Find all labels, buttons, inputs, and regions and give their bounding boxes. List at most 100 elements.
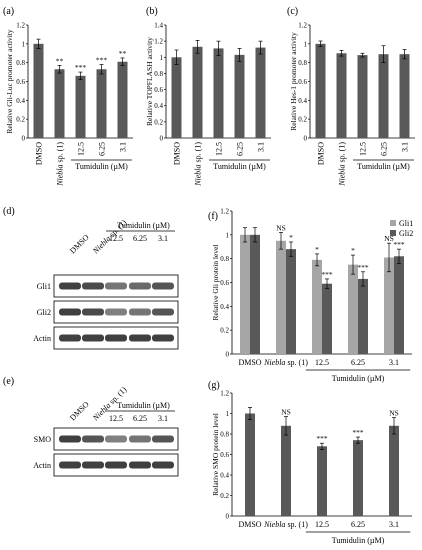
- y-tick-label: 0.2: [298, 116, 307, 124]
- panel-label-a: (a): [3, 6, 14, 17]
- blot-band: [129, 282, 151, 290]
- y-tick-label: 1.2: [220, 390, 229, 398]
- y-tick-label: 1.2: [298, 22, 307, 30]
- blot-band: [105, 334, 127, 342]
- y-tick-label: 0.8: [220, 431, 229, 439]
- bar: [117, 61, 128, 138]
- x-tick-label-niebla: Niebla sp. (1): [263, 520, 308, 529]
- y-tick-label: 1.2: [154, 38, 163, 46]
- blot-lane-label-dmso: DMSO: [68, 400, 91, 423]
- y-tick-label: 0.6: [298, 78, 307, 86]
- tumidulin-label: Tumidulin (µM): [332, 536, 385, 545]
- blot-band: [59, 308, 81, 316]
- legend-label: Gli2: [399, 229, 413, 238]
- blot-tumidulin-label: Tumidulin (µM): [117, 221, 170, 230]
- bar: [312, 259, 322, 354]
- y-tick-label: 0.8: [220, 255, 229, 263]
- y-tick-label: 0.4: [298, 97, 307, 105]
- y-tick-label: 0: [226, 513, 230, 521]
- x-tick-label-dmso: DMSO: [35, 142, 44, 165]
- bar: [192, 46, 203, 138]
- blot-band: [59, 334, 81, 342]
- x-tick-label-dmso: DMSO: [317, 142, 326, 165]
- bar: [348, 264, 358, 354]
- significance-label: NS: [384, 234, 394, 243]
- significance-label: ***: [75, 63, 87, 72]
- legend-swatch: [390, 220, 396, 226]
- y-tick-label: 0: [304, 135, 308, 143]
- y-tick-label: 0.8: [16, 59, 25, 67]
- y-tick-label: 0.6: [220, 279, 229, 287]
- blot-dose-label: 12.5: [109, 414, 123, 423]
- y-tick-label: 1: [226, 410, 230, 418]
- x-tick-label-dose: 12.5: [77, 142, 86, 156]
- blot-band: [129, 308, 151, 316]
- y-tick-label: 0.6: [154, 86, 163, 94]
- panel-label-g: (g): [208, 380, 220, 391]
- blot-band: [82, 308, 104, 316]
- significance-label: ***: [321, 270, 333, 279]
- bar: [286, 249, 296, 354]
- bar: [389, 425, 399, 516]
- panel-label-b: (b): [146, 6, 158, 17]
- panel-label-e: (e): [3, 376, 14, 387]
- tumidulin-label: Tumidulin (µM): [213, 162, 266, 171]
- significance-label: ***: [393, 240, 405, 249]
- y-tick-label: 0.2: [154, 118, 163, 126]
- bar: [276, 240, 286, 354]
- x-tick-label-dose: 12.5: [315, 358, 329, 367]
- x-tick-label-dmso: DMSO: [238, 358, 261, 367]
- bar: [240, 234, 250, 354]
- significance-label: ***: [352, 428, 364, 437]
- bar: [96, 69, 107, 138]
- y-axis-label: Relative Hes-1 promoter activity: [289, 32, 298, 131]
- y-axis-label: Relative SMO protein level: [211, 413, 220, 496]
- blot-lane-label-dmso: DMSO: [68, 233, 91, 256]
- y-tick-label: 0.2: [220, 327, 229, 335]
- x-tick-label-niebla: Niebla sp. (1): [56, 142, 65, 187]
- blot-band: [105, 308, 127, 316]
- x-tick-label-dose: 12.5: [215, 142, 224, 156]
- y-tick-label: 0.2: [16, 116, 25, 124]
- bar: [399, 54, 410, 138]
- y-tick-label: 0.8: [154, 70, 163, 78]
- significance-label: NS: [389, 409, 399, 418]
- significance-label: **: [119, 49, 127, 58]
- x-tick-label-dose: 12.5: [315, 520, 329, 529]
- x-tick-label-dose: 6.25: [351, 358, 365, 367]
- significance-label: *: [351, 246, 355, 255]
- y-tick-label: 1.2: [220, 208, 229, 216]
- blot-band: [82, 334, 104, 342]
- bar: [33, 43, 44, 139]
- significance-label: *: [315, 245, 319, 254]
- x-tick-label-niebla: Niebla sp. (1): [338, 142, 347, 187]
- x-tick-label-dose: 3.1: [119, 142, 128, 152]
- blot-band: [105, 461, 127, 469]
- x-tick-label-dmso: DMSO: [173, 142, 182, 165]
- blot-band: [129, 334, 151, 342]
- blot-band: [82, 461, 104, 469]
- blot-band: [152, 282, 174, 290]
- x-tick-label-dose: 6.25: [380, 142, 389, 156]
- blot-band: [82, 282, 104, 290]
- tumidulin-label: Tumidulin (µM): [332, 374, 385, 383]
- y-tick-label: 0: [226, 351, 230, 359]
- y-tick-label: 0.4: [16, 97, 25, 105]
- y-axis-label: Relative Gli protein level: [211, 244, 220, 320]
- blot-row-label: Actin: [33, 461, 51, 470]
- bar: [171, 57, 182, 138]
- blot-band: [152, 334, 174, 342]
- significance-label: NS: [281, 408, 291, 417]
- y-tick-label: 0.6: [16, 78, 25, 86]
- bar: [358, 278, 368, 354]
- x-tick-label-dose: 12.5: [359, 142, 368, 156]
- blot-band: [129, 435, 151, 443]
- bar: [317, 446, 327, 516]
- bar: [384, 257, 394, 354]
- bar: [315, 43, 326, 139]
- blot-band: [59, 461, 81, 469]
- y-tick-label: 1.2: [16, 22, 25, 30]
- y-tick-label: 1.4: [154, 22, 163, 30]
- bar: [245, 413, 255, 516]
